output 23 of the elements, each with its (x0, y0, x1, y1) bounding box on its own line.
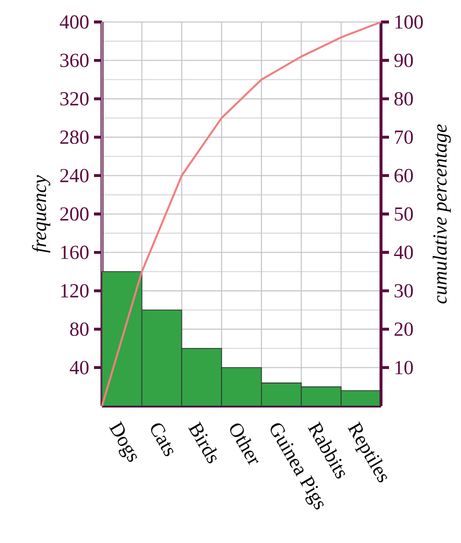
y-tick-label: 400 (60, 15, 89, 29)
y-axis-title: frequency (32, 175, 50, 253)
y2-axis-title: cumulative percentage (432, 124, 451, 304)
y2-tick-label: 90 (394, 54, 413, 68)
y2-tick-label: 50 (394, 207, 413, 221)
y2-tick-label: 60 (394, 168, 413, 182)
y2-tick-label: 80 (394, 92, 413, 106)
y-tick-label: 200 (60, 207, 89, 221)
y2-tick-label: 20 (394, 322, 413, 336)
y2-tick-label: 10 (395, 360, 413, 374)
y2-tick-label: 70 (395, 130, 413, 144)
y-tick-label: 40 (70, 360, 89, 374)
y2-tick-label: 40 (394, 246, 413, 260)
x-tick-label: Cats (151, 423, 174, 456)
y-tick-label: 280 (60, 130, 89, 144)
y-tick-label: 240 (60, 168, 89, 182)
y-tick-label: 320 (60, 92, 89, 106)
y-tick-label: 160 (61, 246, 89, 260)
y-tick-label: 360 (60, 54, 89, 68)
y2-tick-label: 30 (394, 284, 413, 298)
y-tick-label: 120 (61, 284, 89, 298)
y2-tick-label: 100 (395, 15, 423, 29)
y-tick-label: 80 (70, 322, 89, 336)
